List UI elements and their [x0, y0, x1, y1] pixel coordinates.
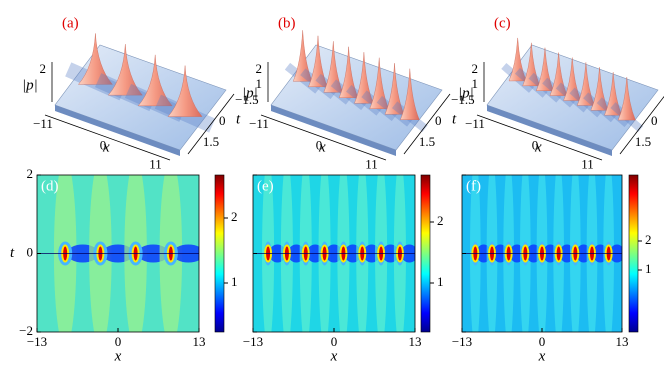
peak	[549, 52, 568, 96]
x-tick-label: 13	[409, 334, 422, 349]
peak	[384, 63, 405, 115]
peak	[369, 57, 390, 109]
y-tick-label: 2	[27, 166, 34, 181]
density-plot	[253, 175, 415, 332]
z-axis-label: |p|	[22, 77, 38, 93]
x-tick-label: −13	[27, 334, 47, 349]
t-tick-label: 1.5	[203, 134, 219, 149]
colorbar	[214, 174, 225, 333]
z-axis-label: |p|	[458, 85, 474, 101]
x-tick-label: −13	[243, 334, 263, 349]
peak	[522, 42, 541, 87]
x-axis-label: x	[330, 348, 338, 364]
t-axis-label: t	[452, 111, 457, 127]
surface-side	[271, 105, 396, 156]
panel-label: (d)	[41, 178, 59, 194]
t-tick-label: −1.5	[235, 92, 259, 107]
colorbar	[628, 174, 639, 333]
z-tick-label: 1	[472, 76, 479, 91]
t-tick-label: 0	[435, 113, 442, 128]
x-tick-label: 0	[115, 334, 122, 349]
x-tick-label: 11	[581, 156, 594, 171]
peak	[308, 35, 328, 87]
x-axis	[260, 114, 387, 161]
x-axis-label: x	[534, 139, 542, 155]
t-tick-label: 0	[651, 113, 658, 128]
x-tick-label: −11	[465, 116, 485, 131]
peak	[323, 41, 344, 93]
peak	[167, 65, 203, 117]
z-tick-label: 1	[256, 76, 263, 91]
t-axis	[187, 93, 235, 155]
peak	[77, 33, 113, 85]
panel-label: (b)	[278, 15, 296, 31]
t-tick-label: 0	[219, 113, 226, 128]
colorbar	[420, 174, 431, 333]
x-axis-label: x	[102, 139, 110, 155]
z-tick-label: 2	[40, 61, 47, 76]
y-axis-label: t	[10, 245, 15, 261]
x-tick-label: 11	[365, 156, 378, 171]
peak	[107, 44, 143, 96]
surface-side	[487, 105, 612, 156]
peak	[535, 47, 554, 91]
t-axis	[403, 93, 451, 155]
x-tick-label: 0	[331, 334, 338, 349]
peak	[137, 54, 173, 107]
x-tick-label: 0	[100, 138, 107, 153]
peak	[400, 68, 420, 120]
x-tick-label: 11	[149, 156, 162, 171]
x-tick-label: 0	[532, 138, 539, 153]
x-tick-label: −11	[33, 116, 53, 131]
panel-label: (e)	[257, 178, 274, 194]
colorbar-tick-label: 1	[231, 274, 238, 289]
x-tick-label: 13	[616, 334, 629, 349]
t-axis-label: t	[236, 111, 241, 127]
density-plot	[37, 175, 199, 332]
x-tick-label: 13	[193, 334, 206, 349]
peak	[617, 77, 636, 121]
panel-label: (a)	[62, 15, 79, 31]
x-axis-label: x	[114, 348, 122, 364]
t-tick-label: 1.5	[635, 134, 651, 149]
t-tick-label: −1.5	[451, 92, 475, 107]
peak	[563, 57, 582, 101]
peak	[338, 46, 359, 98]
colorbar-tick-label: 1	[645, 261, 652, 276]
peak	[590, 67, 609, 111]
x-axis	[44, 114, 171, 161]
panel-label: (f)	[466, 178, 481, 194]
colorbar-tick-label: 2	[231, 209, 238, 224]
density-plot	[462, 175, 622, 332]
z-tick-label: 2	[472, 61, 479, 76]
x-axis	[476, 114, 603, 161]
x-tick-label: 0	[539, 334, 546, 349]
colorbar-tick-label: 2	[645, 232, 652, 247]
x-tick-label: −11	[249, 116, 269, 131]
y-tick-label: −2	[19, 323, 33, 338]
peak	[354, 52, 374, 104]
x-tick-label: 0	[316, 138, 323, 153]
z-tick-label: 2	[256, 61, 263, 76]
x-axis-label: x	[318, 139, 326, 155]
z-axis-label: |p|	[242, 85, 258, 101]
panel-label: (c)	[494, 15, 511, 31]
t-axis	[619, 95, 664, 155]
surface-side	[55, 105, 180, 156]
y-tick-label: 0	[27, 244, 34, 259]
x-axis-label: x	[538, 348, 546, 364]
peak	[604, 72, 623, 116]
x-tick-label: −13	[452, 334, 472, 349]
t-tick-label: 1.5	[419, 134, 435, 149]
colorbar-tick-label: 2	[437, 213, 444, 228]
peak	[508, 37, 527, 82]
colorbar-tick-label: 1	[437, 274, 444, 289]
peak	[576, 62, 595, 106]
peak	[292, 30, 313, 82]
